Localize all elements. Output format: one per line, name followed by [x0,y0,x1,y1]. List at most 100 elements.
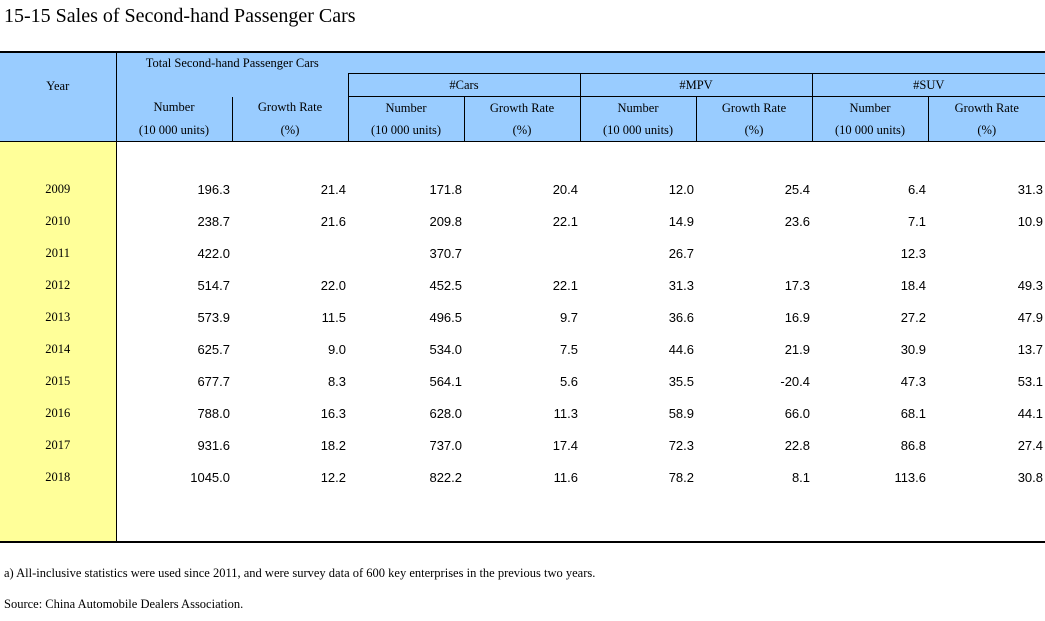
number-cell: 78.2 [668,469,695,485]
number-cell: 31.3 [668,277,695,293]
growth-rate-cell: 44.1 [1017,405,1044,421]
year-header: Year [0,51,117,119]
number-cell: 1045.0 [190,469,230,485]
growth-label: Growth Rate [231,96,349,119]
growth-rate-cell: 22.0 [320,277,347,293]
year-cell [0,141,117,173]
number-cell: 18.4 [900,277,927,293]
growth-rate-cell: 20.4 [552,181,579,197]
year-cell: 2009 [0,173,117,205]
growth-rate-cell: 16.3 [320,405,347,421]
year-cell: 2013 [0,301,117,333]
growth-rate-cell: 5.6 [559,373,579,389]
growth-rate-cell [232,237,348,269]
table-row: 2013 573.9 11.5 496.5 9.7 36.6 16.9 27.2 47.9 [0,301,1045,333]
number-cell: 573.9 [197,309,230,325]
sales-table: Year Total Second-hand Passenger Cars #C… [0,51,1045,543]
number-cell: 58.9 [668,405,695,421]
year-cell: 2016 [0,397,117,429]
table-row: 2016 788.0 16.3 628.0 11.3 58.9 66.0 68.1 44.1 [0,397,1045,429]
growth-rate-cell: 23.6 [784,213,811,229]
number-label: Number [347,96,465,119]
number-cell: 625.7 [197,341,230,357]
growth-rate-cell: 10.9 [1017,213,1044,229]
number-unit: (10 000 units) [811,119,929,142]
growth-rate-cell: 27.4 [1017,437,1044,453]
table-row: 2018 1045.0 12.2 822.2 11.6 78.2 8.1 113.6 30.8 [0,461,1045,493]
page-title: 15-15 Sales of Second-hand Passenger Car… [4,5,356,27]
growth-unit: (%) [463,119,581,142]
growth-rate-cell [928,237,1045,269]
number-cell: 452.5 [429,277,463,293]
spacer-cell [116,493,1045,543]
table-body: 2009 196.3 21.4 171.8 20.4 12.0 25.4 6.4 31.3 201… [0,141,1045,543]
table-row: 2015 677.7 8.3 564.1 5.6 35.5 -20.4 47.3 53.1 [0,365,1045,397]
number-cell: 68.1 [900,405,927,421]
growth-rate-cell: 16.9 [784,309,811,325]
growth-label: Growth Rate [927,96,1045,119]
growth-rate-cell: 7.5 [559,341,579,357]
group-header-total: Total Second-hand Passenger Cars [116,51,349,74]
number-cell: 422.0 [197,245,230,261]
growth-rate-cell: 53.1 [1017,373,1044,389]
growth-rate-cell: 17.3 [784,277,811,293]
year-cell: 2014 [0,333,117,365]
year-cell: 2011 [0,237,117,269]
number-unit: (10 000 units) [579,119,697,142]
growth-rate-cell: 11.6 [553,469,579,485]
number-label: Number [579,96,697,119]
year-cell: 2012 [0,269,117,301]
number-unit: (10 000 units) [347,119,465,142]
table-row: 2009 196.3 21.4 171.8 20.4 12.0 25.4 6.4 31.3 [0,173,1045,205]
growth-rate-cell: 22.1 [552,213,579,229]
growth-rate-cell: 30.8 [1017,469,1044,485]
number-cell: 72.3 [668,437,695,453]
growth-rate-cell: 8.3 [327,373,347,389]
table-row: 2011 422.0 370.7 26.7 12.3 [0,237,1045,269]
growth-rate-cell: 13.7 [1017,341,1044,357]
number-unit: (10 000 units) [116,119,232,142]
table-header: Year Total Second-hand Passenger Cars #C… [0,51,1045,142]
group-header-suv: #SUV [811,73,1045,97]
number-cell: 788.0 [197,405,230,421]
number-label: Number [116,96,232,119]
year-cell: 2015 [0,365,117,397]
header-blank [0,119,117,142]
growth-rate-cell: 31.3 [1017,181,1044,197]
number-cell: 35.5 [668,373,695,389]
number-cell: 44.6 [668,341,695,357]
growth-rate-cell: 21.4 [320,181,347,197]
number-cell: 36.6 [668,309,695,325]
growth-rate-cell: 18.2 [320,437,347,453]
number-cell: 12.3 [900,245,927,261]
table-row: 2010 238.7 21.6 209.8 22.1 14.9 23.6 7.1 10.9 [0,205,1045,237]
growth-label: Growth Rate [695,96,813,119]
number-cell: 534.0 [429,341,463,357]
group-header-cars: #Cars [347,73,581,97]
source-note: Source: China Automobile Dealers Associa… [4,597,244,611]
footnote-a: a) All-inclusive statistics were used si… [4,566,596,580]
number-cell: 737.0 [429,437,463,453]
growth-rate-cell: 66.0 [784,405,811,421]
number-cell: 14.9 [668,213,695,229]
growth-rate-cell: 9.0 [327,341,347,357]
growth-label: Growth Rate [463,96,581,119]
number-cell: 86.8 [900,437,927,453]
number-cell: 564.1 [429,373,463,389]
growth-rate-cell: 11.3 [553,405,579,421]
growth-rate-cell: 21.9 [784,341,811,357]
year-cell: 2018 [0,461,117,493]
number-cell: 822.2 [429,469,463,485]
header-blank [348,51,1045,74]
group-header-mpv: #MPV [579,73,813,97]
number-cell: 931.6 [197,437,230,453]
table-row: 2017 931.6 18.2 737.0 17.4 72.3 22.8 86.8 27.4 [0,429,1045,461]
number-cell: 26.7 [668,245,695,261]
number-cell: 238.7 [197,213,230,229]
number-cell: 209.8 [429,213,463,229]
growth-rate-cell: 22.1 [552,277,579,293]
growth-rate-cell: -20.4 [780,373,811,389]
number-cell: 113.6 [894,469,927,485]
year-cell: 2010 [0,205,117,237]
growth-rate-cell [696,237,812,269]
